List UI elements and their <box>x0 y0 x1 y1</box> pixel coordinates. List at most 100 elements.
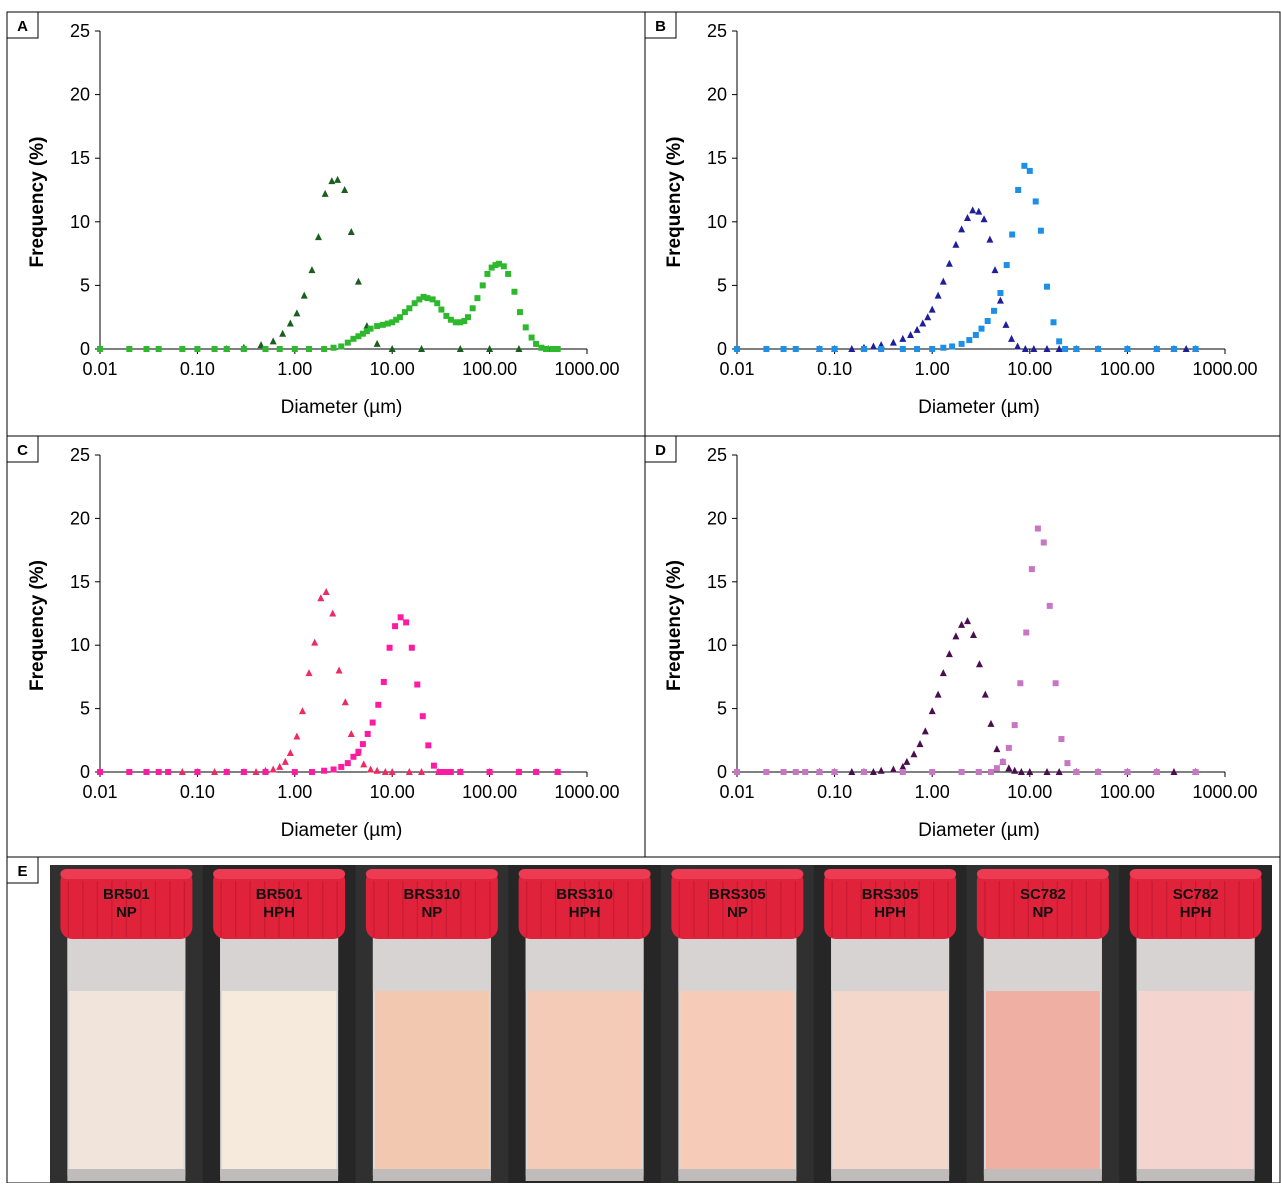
data-point <box>396 314 403 321</box>
series-triangle <box>815 617 1200 775</box>
data-point <box>780 769 787 775</box>
y-tick-label: 5 <box>717 699 727 719</box>
x-tick-label: 0.10 <box>817 782 852 802</box>
data-point <box>1015 187 1022 193</box>
cap-label-line1: BRS305 <box>709 886 766 903</box>
series-triangle <box>178 587 562 775</box>
data-point <box>1064 760 1071 767</box>
jar-base <box>372 1169 491 1181</box>
data-point <box>522 324 529 331</box>
panel-letter: E <box>17 863 27 880</box>
data-point <box>457 769 464 775</box>
data-point <box>359 741 366 748</box>
y-axis-label: Frequency (%) <box>664 560 685 691</box>
cap-label-line2: HPH <box>874 904 906 921</box>
data-point <box>763 769 770 775</box>
series-triangle <box>815 206 1200 352</box>
data-point <box>384 320 391 327</box>
cap-label-line1: SC782 <box>1020 886 1066 903</box>
y-tick-label: 5 <box>717 275 727 295</box>
data-point <box>952 632 960 640</box>
data-point <box>392 623 399 630</box>
panel-letter-box <box>6 856 39 884</box>
x-tick-label: 1000.00 <box>554 782 619 802</box>
data-point <box>816 769 823 775</box>
data-point <box>496 260 503 267</box>
x-tick-label: 1.00 <box>915 782 950 802</box>
data-point <box>486 769 493 775</box>
data-point <box>350 753 357 760</box>
data-point <box>928 305 936 313</box>
data-point <box>1095 346 1102 352</box>
y-tick-label: 20 <box>707 508 727 528</box>
data-point <box>1052 680 1059 687</box>
y-axis-label: Frequency (%) <box>27 137 48 268</box>
data-point <box>1023 629 1030 636</box>
data-point <box>991 307 998 314</box>
data-point <box>418 345 426 352</box>
data-point <box>359 330 366 337</box>
data-point <box>447 769 454 775</box>
data-point <box>403 619 410 626</box>
data-point <box>975 660 983 668</box>
cap-label-line2: NP <box>421 904 442 921</box>
data-point <box>474 295 481 302</box>
data-point <box>375 701 382 708</box>
data-point <box>1170 768 1178 775</box>
data-point <box>1003 262 1010 269</box>
data-point <box>970 631 978 639</box>
data-point <box>355 748 362 755</box>
data-point <box>143 769 150 775</box>
cap-label-line1: BR501 <box>256 886 303 903</box>
data-point <box>919 319 927 327</box>
data-point <box>1017 768 1025 775</box>
data-point <box>869 768 877 775</box>
data-point <box>434 300 441 307</box>
data-point <box>848 345 856 352</box>
data-point <box>1014 342 1022 350</box>
data-point <box>966 337 973 344</box>
data-point <box>1009 231 1016 238</box>
data-point <box>194 346 201 352</box>
data-point <box>997 290 1004 297</box>
data-point <box>347 227 355 235</box>
data-point <box>939 669 947 677</box>
y-tick-label: 25 <box>707 21 727 41</box>
data-point <box>924 313 932 321</box>
data-point <box>802 769 809 775</box>
data-point <box>464 314 471 321</box>
y-tick-label: 10 <box>707 212 727 232</box>
data-point <box>155 346 162 352</box>
series-square <box>734 525 1199 775</box>
data-point <box>921 727 929 735</box>
data-point <box>369 719 376 726</box>
data-point <box>223 769 230 775</box>
data-point <box>984 318 991 325</box>
data-point <box>420 293 427 300</box>
jar-base <box>67 1169 186 1181</box>
chart-panel-b: B 0 5 10 15 20 25 0.01 0.10 1.00 10.00 100.00 1000.0… <box>644 11 1281 437</box>
data-point <box>528 334 535 341</box>
data-point <box>1037 227 1044 234</box>
data-point <box>194 769 201 775</box>
x-tick-label: 0.01 <box>82 359 117 379</box>
data-point <box>293 309 301 317</box>
data-point <box>792 769 799 775</box>
data-point <box>344 760 351 767</box>
data-point <box>969 206 977 214</box>
data-point <box>1153 346 1160 352</box>
jar-base <box>525 1169 644 1181</box>
data-point <box>411 300 418 307</box>
data-point <box>945 259 953 267</box>
data-point <box>334 175 342 183</box>
data-point <box>1170 346 1177 352</box>
data-point <box>388 345 396 352</box>
data-point <box>317 594 325 602</box>
x-tick-label: 10.00 <box>370 359 415 379</box>
y-tick-label: 0 <box>80 762 90 782</box>
data-point <box>321 346 328 352</box>
